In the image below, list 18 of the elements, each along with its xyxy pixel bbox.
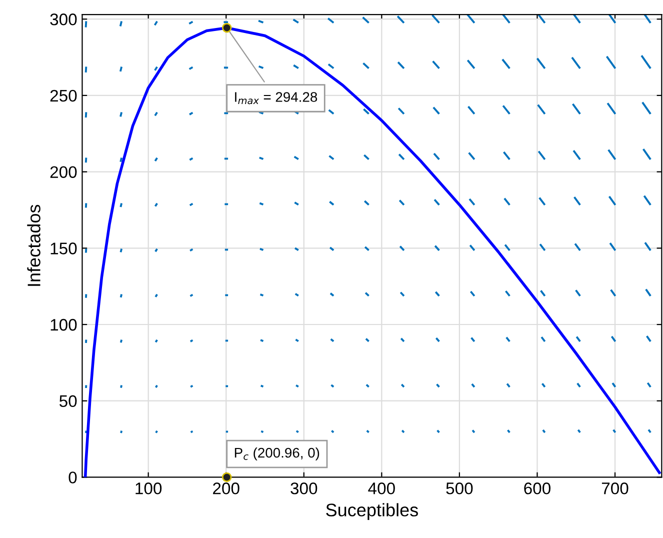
x-tick-label: 200: [213, 482, 240, 494]
x-tick-label: 500: [446, 482, 473, 494]
y-tick-label: 200: [50, 166, 77, 178]
x-tick-label: 700: [602, 482, 628, 494]
annotation: I$_{max}$ = 294.28: [235, 92, 318, 104]
y-tick-label: 300: [50, 14, 77, 26]
x-tick-label: 400: [368, 482, 395, 494]
y-tick-label: 250: [50, 90, 77, 102]
y-tick-label: 150: [50, 242, 77, 254]
x-tick-label: 100: [136, 482, 162, 494]
y-tick-label: 50: [59, 395, 77, 408]
x-tick-label: 300: [290, 482, 318, 494]
x-tick-label: 600: [524, 482, 550, 494]
y-axis-title: Infectados: [27, 204, 40, 286]
x-axis-title: Suceptibles: [326, 503, 418, 520]
y-tick-label: 0: [68, 472, 77, 484]
annotation: P$_{c}$ (200.96, 0): [234, 447, 320, 460]
y-tick-label: 100: [50, 318, 77, 331]
